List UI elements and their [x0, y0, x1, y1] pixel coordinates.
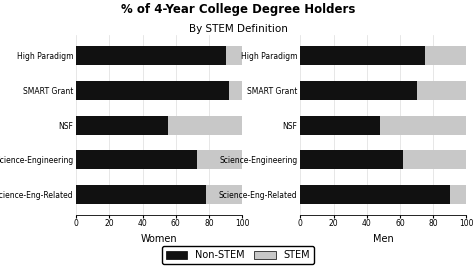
- Bar: [226, 46, 242, 65]
- Bar: [76, 185, 206, 204]
- Bar: [300, 46, 425, 65]
- Bar: [168, 116, 242, 134]
- Bar: [76, 46, 226, 65]
- X-axis label: Women: Women: [141, 234, 178, 244]
- Bar: [76, 150, 198, 169]
- Bar: [450, 185, 466, 204]
- Bar: [300, 116, 380, 134]
- Bar: [416, 81, 466, 100]
- Bar: [229, 81, 242, 100]
- Bar: [76, 116, 168, 134]
- X-axis label: Men: Men: [373, 234, 394, 244]
- Bar: [300, 150, 403, 169]
- Bar: [198, 150, 242, 169]
- Text: % of 4-Year College Degree Holders: % of 4-Year College Degree Holders: [121, 3, 355, 16]
- Bar: [76, 81, 229, 100]
- Bar: [300, 185, 450, 204]
- Bar: [206, 185, 242, 204]
- Bar: [403, 150, 466, 169]
- Text: By STEM Definition: By STEM Definition: [188, 24, 288, 34]
- Bar: [300, 81, 416, 100]
- Bar: [425, 46, 466, 65]
- Bar: [380, 116, 466, 134]
- Legend: Non-STEM, STEM: Non-STEM, STEM: [162, 246, 314, 264]
